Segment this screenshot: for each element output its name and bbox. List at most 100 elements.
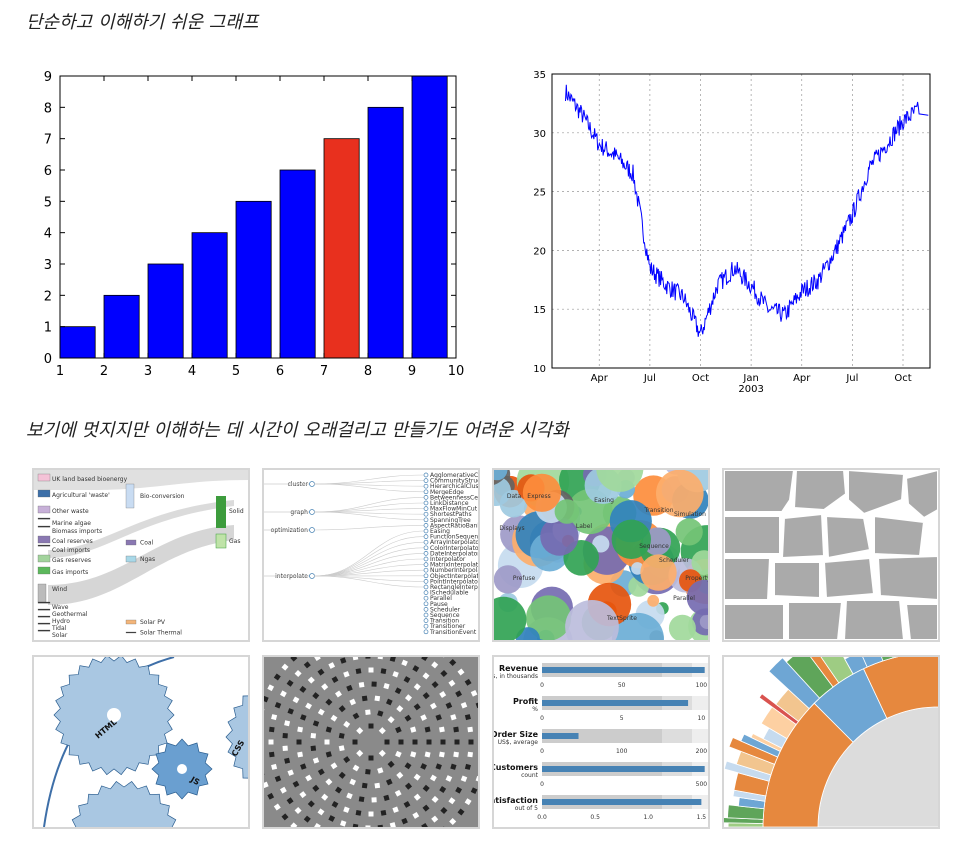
spiral-square [284,720,291,727]
spiral-square [297,726,303,733]
sankey-node [37,566,51,575]
tree-leaf [423,539,429,545]
x-tick-label: 9 [408,364,416,379]
line-chart: 10 15 20 25 30 35 Apr Jul Oct Jan Apr Jul Oct 2003 [533,70,931,395]
spiral-square [368,755,374,761]
spiral-square [358,681,365,688]
sankey-label: Marine algae [52,520,91,527]
spiral-square [286,679,294,687]
thumb-sankey[interactable]: UK land based bioenergy Agricultural 'was… [32,468,250,642]
y-tick-label: 7 [44,133,52,148]
thumb-spiral[interactable] [262,655,480,829]
spiral-square [413,703,421,711]
tree-leaf-label: MaxFlowMinCut [430,506,478,513]
state-shape [780,512,826,560]
spiral-square [317,768,325,776]
thumb-bubble[interactable]: Data Express Easing Transition Displays Seque… [492,468,710,642]
spiral-square [426,739,432,745]
spiral-square [313,657,321,662]
bubble [494,565,523,594]
sankey-node [37,622,51,625]
spiral-square [449,817,457,826]
bubble-label: Displays [499,525,524,532]
spiral-square [290,657,298,662]
spiral-square [377,824,384,827]
spiral-square [389,822,396,827]
spiral-square [453,751,459,758]
thumb-tree[interactable]: cluster graph optimization interpolate Agglo… [262,468,480,642]
thumb-sunburst[interactable] [722,655,940,829]
state-shape [792,470,848,512]
tree-leaf [423,500,429,506]
thumb-gears[interactable]: HTML JS CSS [32,655,250,829]
tree-leaf-label: DateInterpolator [430,550,478,557]
tree-leaf-label: Transitioner [429,623,466,630]
x-tick-label: 7 [320,364,328,379]
spiral-square [448,797,456,805]
spiral-square [268,739,274,745]
spiral-square [413,793,421,801]
spiral-square [404,782,413,790]
bullet-tick: 5 [620,715,624,722]
sankey-label: Coal [140,540,154,547]
bullet-subtitle: US$, in thousands [494,673,538,680]
sankey-label: Tidal [51,625,67,632]
tree-leaf [423,489,429,495]
y-tick-label: 25 [533,188,546,199]
spiral-square [457,668,465,676]
state-shape [842,599,906,640]
x-tick-label: Jul [845,373,858,384]
sankey-label: Solid [229,508,244,515]
bullet-tick: 10 [698,715,706,722]
bullet-measure [542,700,689,706]
thumb-bullet[interactable]: RevenueUS$, in thousands050100Profit%051… [492,655,710,829]
y-tick-label: 30 [533,129,546,140]
tree-link [313,541,425,577]
heading-complex: 보기에 멋지지만 이해하는 데 시간이 오래걸리고 만들기도 어려운 시각화 [26,420,569,441]
tree-leaf [423,483,429,489]
spiral-square [300,714,307,721]
spiral-square [349,778,357,786]
tree-link [313,575,425,588]
spiral-square [267,684,275,692]
gear-hub [177,764,187,774]
heading-simple: 단순하고 이해하기 쉬운 그래프 [26,12,259,33]
spiral-square [313,822,321,827]
spiral-square [401,817,408,825]
spiral-square [470,787,478,795]
spiral-square [439,691,447,698]
y-tick-label: 8 [44,101,52,116]
tree-leaf-label: Pause [430,601,448,608]
bubble [526,595,572,640]
bullet-range [542,729,662,743]
sankey-node [37,601,51,604]
spiral-square [403,676,411,684]
tree-leaf [423,601,429,607]
spiral-square [374,695,381,702]
state-shape [876,554,938,602]
bullet-tick: 1.0 [643,814,653,821]
spiral-square [267,792,275,800]
bullet-tick: 0.0 [537,814,547,821]
tree-leaf [423,612,429,618]
sankey-node [125,631,137,634]
tree-leaf-label: ObjectInterpolator [430,573,478,580]
y-tick-label: 1 [44,321,52,336]
x-tick-label: 5 [232,364,240,379]
spiral-square [310,732,317,739]
spiral-square [395,726,402,734]
spiral-square [290,822,298,827]
bar [323,138,360,359]
spiral-square [321,793,329,801]
spiral-square [294,806,302,815]
spiral-square [346,792,353,800]
spiral-square [331,676,339,684]
thumb-map[interactable] [722,468,940,642]
sankey-label: Hydro [52,618,70,625]
spiral-square [431,661,439,669]
spiral-square [445,702,453,709]
spiral-square [457,808,465,816]
tree-leaf [423,523,429,528]
tree-label: interpolate [275,573,308,580]
spiral-square [467,726,473,733]
